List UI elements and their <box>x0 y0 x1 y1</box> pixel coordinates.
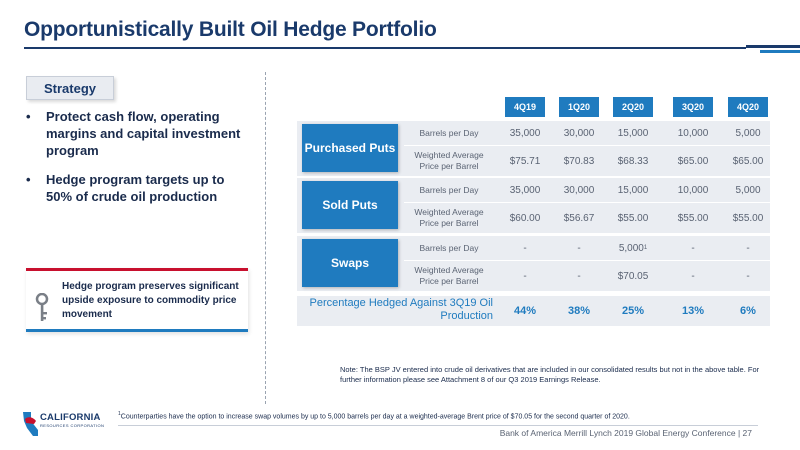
table-cell: $65.00 <box>677 155 709 167</box>
quarter-header: 1Q20 <box>559 97 599 117</box>
table-cell: - <box>577 270 581 282</box>
percentage-row <box>297 296 770 326</box>
quarter-header: 3Q20 <box>673 97 713 117</box>
table-cell: - <box>691 242 695 254</box>
table-note: Note: The BSP JV entered into crude oil … <box>340 365 760 384</box>
table-cell: 35,000 <box>509 127 541 139</box>
table-cell: - <box>523 242 527 254</box>
accent-bar <box>760 50 800 53</box>
group-label-swaps: Swaps <box>302 239 398 287</box>
row-label-barrels: Barrels per Day <box>419 184 479 195</box>
bullet-glyph: • <box>26 172 31 187</box>
row-divider <box>404 145 770 146</box>
bullet-item: • Hedge program targets up to 50% of cru… <box>24 171 254 205</box>
table-cell: $55.00 <box>677 212 709 224</box>
footnote-marker: 1 <box>643 245 648 251</box>
table-cell: - <box>691 270 695 282</box>
table-cell: $56.67 <box>563 212 595 224</box>
table-cell: - <box>523 270 527 282</box>
percentage-value: 13% <box>681 305 705 317</box>
accent-bar <box>746 45 800 48</box>
percentage-value: 6% <box>740 305 756 317</box>
percentage-value: 38% <box>567 305 591 317</box>
table-cell: - <box>577 242 581 254</box>
table-cell: - <box>746 242 750 254</box>
table-cell: 35,000 <box>509 184 541 196</box>
table-cell: 15,000 <box>617 184 649 196</box>
table-cell: $75.71 <box>509 155 541 167</box>
footnote-marker: 1 <box>118 411 121 417</box>
cell-value: 5,000 <box>618 242 644 254</box>
footer-rule <box>118 425 758 426</box>
section-divider <box>265 72 266 404</box>
row-label-price: Weighted Average Price per Barrel <box>414 265 484 286</box>
table-cell: 5,000 1 <box>609 238 657 258</box>
row-divider <box>404 260 770 261</box>
group-label-sold-puts: Sold Puts <box>302 181 398 229</box>
california-map-icon <box>23 412 38 436</box>
callout-text: Hedge program preserves significant upsi… <box>62 281 239 320</box>
title-rule <box>24 47 746 49</box>
table-cell: 30,000 <box>563 127 595 139</box>
table-cell: $55.00 <box>617 212 649 224</box>
table-cell: 30,000 <box>563 184 595 196</box>
row-label-price: Weighted Average Price per Barrel <box>414 207 484 228</box>
bullet-item: • Protect cash flow, operating margins a… <box>24 108 254 159</box>
table-cell: $70.05 <box>617 270 649 282</box>
bullet-text: Protect cash flow, operating margins and… <box>46 109 241 158</box>
quarter-header: 4Q20 <box>728 97 768 117</box>
table-cell: $70.83 <box>563 155 595 167</box>
strategy-bullets: • Protect cash flow, operating margins a… <box>24 108 254 217</box>
percentage-label: Percentage Hedged Against 3Q19 Oil Produ… <box>309 297 493 322</box>
table-cell: $60.00 <box>509 212 541 224</box>
table-cell: 10,000 <box>677 127 709 139</box>
table-cell: $65.00 <box>732 155 764 167</box>
callout-box: Hedge program preserves significant upsi… <box>26 268 248 332</box>
table-cell: $68.33 <box>617 155 649 167</box>
row-label-barrels: Barrels per Day <box>419 242 479 253</box>
table-cell: 5,000 <box>735 184 761 196</box>
footnote: 1Counterparties have the option to incre… <box>118 411 678 420</box>
quarter-header: 4Q19 <box>505 97 545 117</box>
footnote-text: Counterparties have the option to increa… <box>120 413 630 421</box>
table-cell: - <box>746 270 750 282</box>
row-divider <box>404 202 770 203</box>
table-cell: 15,000 <box>617 127 649 139</box>
key-icon <box>34 292 50 328</box>
group-label-purchased-puts: Purchased Puts <box>302 124 398 172</box>
bullet-text: Hedge program targets up to 50% of crude… <box>46 172 225 204</box>
row-label-barrels: Barrels per Day <box>419 127 479 138</box>
logo-subtitle: RESOURCES CORPORATION <box>40 423 105 428</box>
percentage-value: 25% <box>621 305 645 317</box>
logo-name: CALIFORNIA <box>40 412 101 423</box>
row-label-price: Weighted Average Price per Barrel <box>414 150 484 171</box>
strategy-tab: Strategy <box>26 76 114 100</box>
table-cell: $55.00 <box>732 212 764 224</box>
footer-text: Bank of America Merrill Lynch 2019 Globa… <box>499 428 752 438</box>
company-logo <box>22 410 122 438</box>
table-cell: 10,000 <box>677 184 709 196</box>
table-cell: 5,000 <box>735 127 761 139</box>
bullet-glyph: • <box>26 109 31 124</box>
quarter-header: 2Q20 <box>613 97 653 117</box>
page-title: Opportunistically Built Oil Hedge Portfo… <box>24 18 437 41</box>
percentage-value: 44% <box>513 305 537 317</box>
